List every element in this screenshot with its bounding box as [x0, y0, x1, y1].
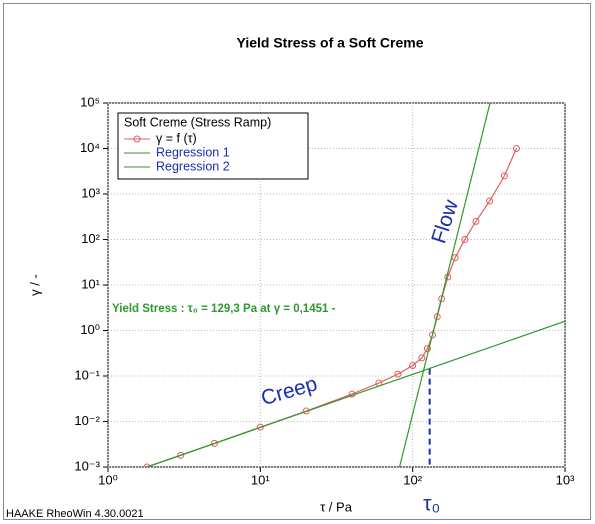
data-point	[512, 145, 520, 152]
x-tick-label: 10³	[556, 472, 575, 487]
y-tick-label: 10⁴	[80, 140, 100, 155]
legend-label: Regression 1	[156, 145, 230, 159]
legend-label: γ = f (τ)	[156, 131, 197, 145]
legend-marker	[133, 135, 141, 143]
data-point	[500, 172, 508, 180]
y-tick-label: 10³	[81, 185, 100, 200]
series-line	[398, 103, 491, 467]
x-tick-label: 10²	[403, 472, 422, 487]
y-tick-label: 10⁵	[80, 94, 100, 109]
y-tick-label: 10⁰	[80, 322, 100, 337]
data-point	[423, 345, 431, 353]
y-tick-label: 10²	[81, 231, 100, 246]
legend-label: Regression 2	[156, 159, 230, 173]
frame	[3, 3, 591, 520]
yield-annotation: Yield Stress : τ₀ = 129,3 Pa at γ = 0,14…	[112, 303, 336, 315]
data-point	[486, 197, 494, 205]
data-point	[256, 423, 264, 431]
y-tick-label: 10¹	[81, 276, 100, 291]
y-tick-label: 10⁻¹	[74, 367, 100, 382]
y-tick-label: 10⁻³	[74, 458, 100, 473]
y-axis-label: γ / -	[27, 274, 42, 296]
data-point	[394, 370, 402, 378]
chart-title: Yield Stress of a Soft Creme	[237, 35, 424, 51]
x-tick-label: 10⁰	[98, 472, 118, 487]
data-point	[418, 354, 426, 362]
footer: HAAKE RheoWin 4.30.0021	[6, 508, 144, 520]
series-line	[146, 320, 565, 467]
legend-box	[117, 112, 309, 180]
data-point	[461, 236, 469, 243]
data-point	[210, 439, 218, 447]
data-point	[143, 463, 151, 467]
legend-title: Soft Creme (Stress Ramp)	[124, 115, 271, 129]
data-point	[472, 217, 480, 225]
x-axis-label: τ / Pa	[320, 499, 353, 514]
tau0-annotation: τ₀	[423, 493, 440, 516]
x-tick-label: 10¹	[251, 472, 270, 487]
y-tick-label: 10⁻²	[74, 413, 100, 428]
data-point	[409, 362, 417, 370]
plot-content	[143, 103, 565, 467]
data-point	[177, 451, 185, 459]
